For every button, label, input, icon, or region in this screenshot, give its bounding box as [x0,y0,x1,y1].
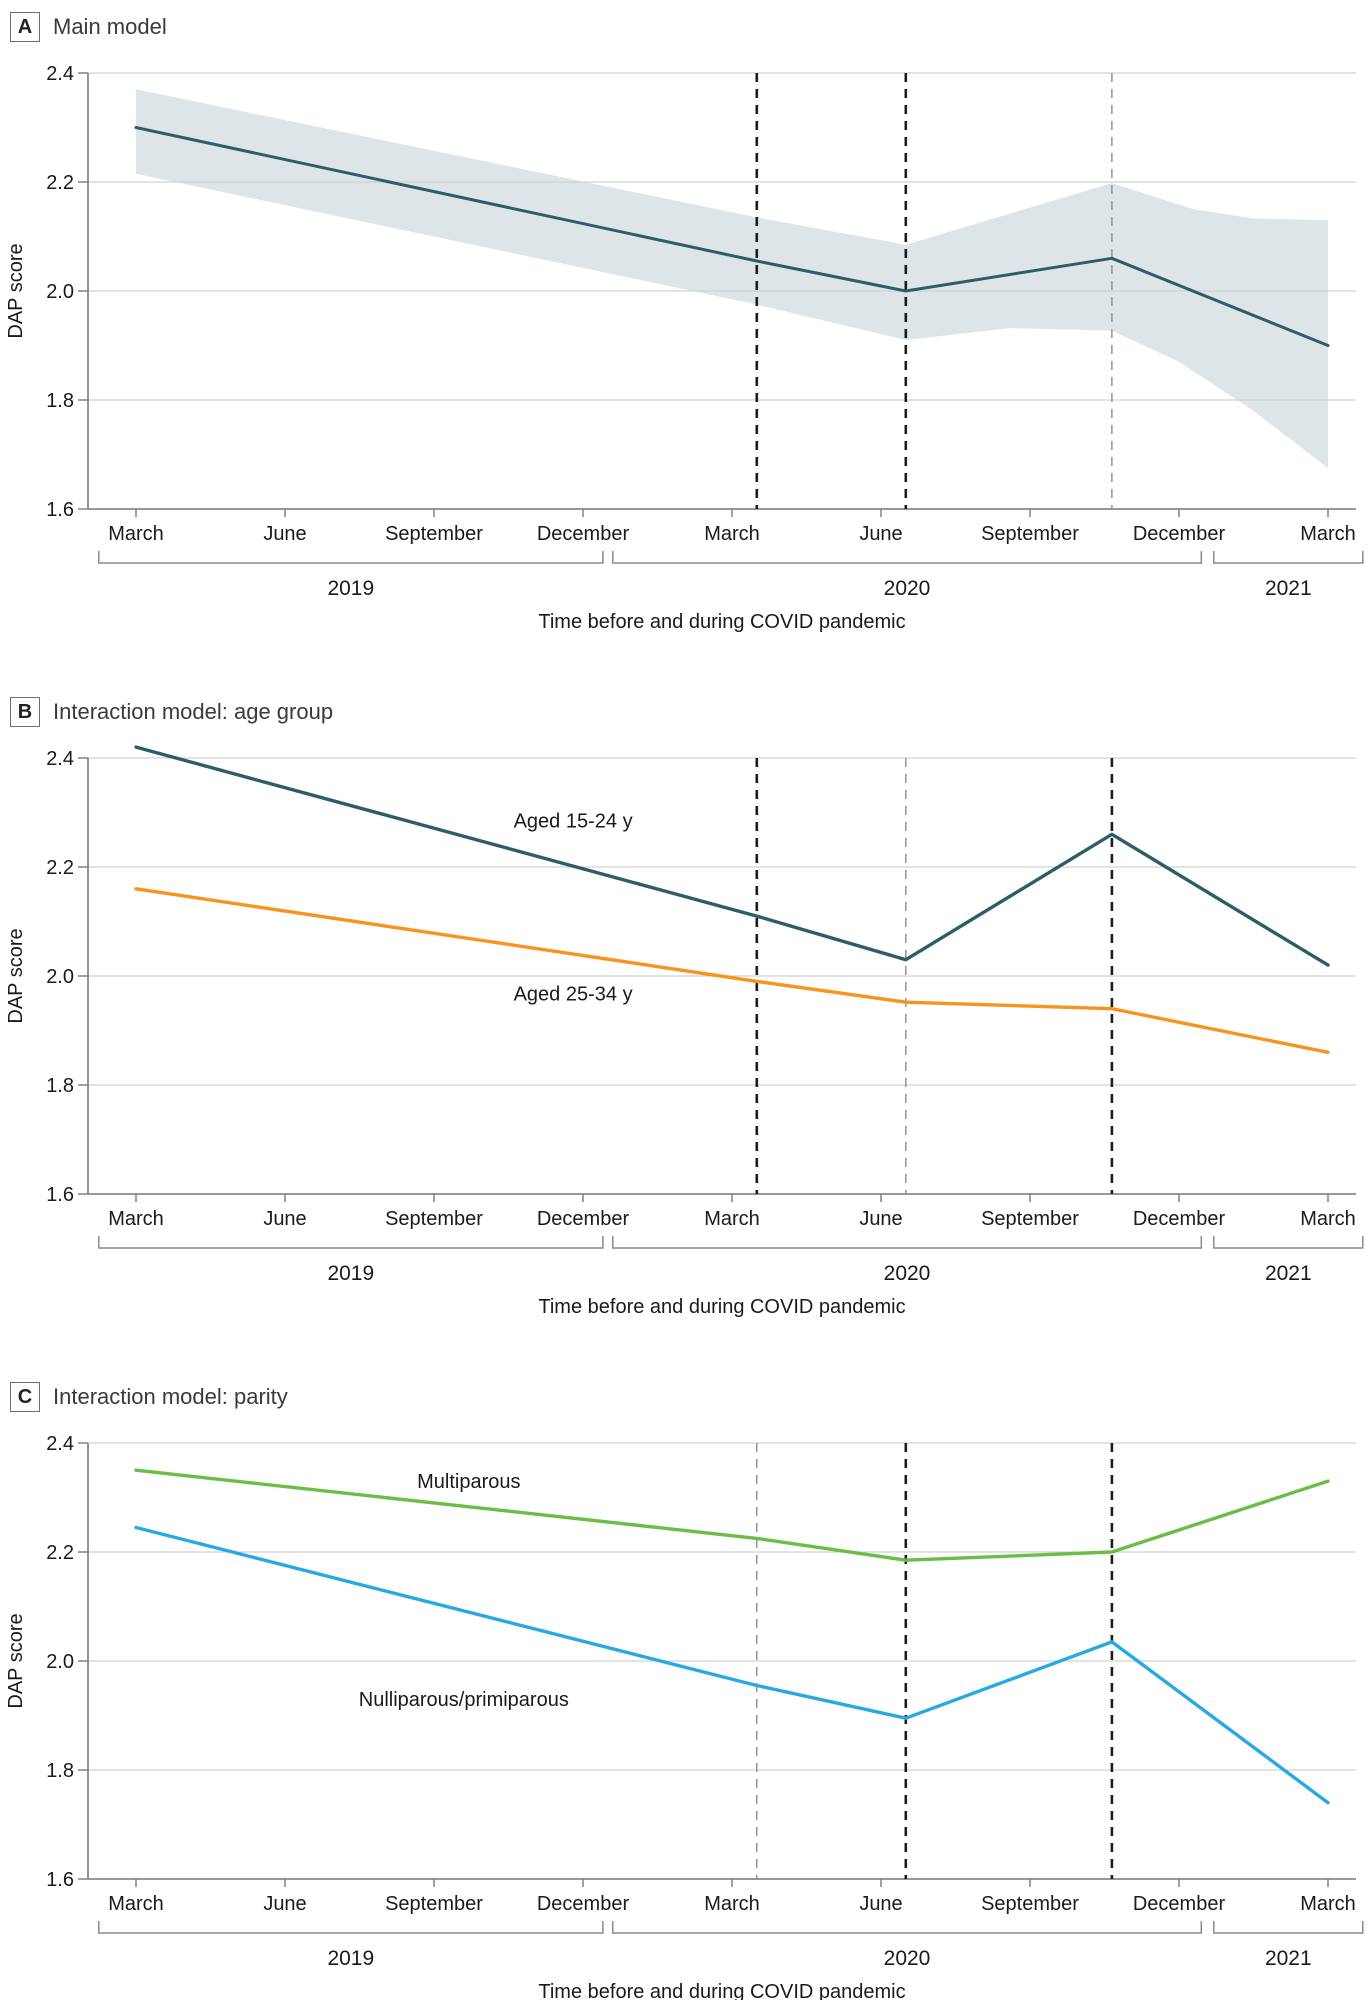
x-tick-label: September [981,523,1079,545]
x-tick-label: March [108,1893,164,1915]
x-tick-label: June [263,523,306,545]
year-label: 2021 [1265,1262,1312,1285]
chart-interaction-parity: 2.4 2.2 2.0 1.8 1.6 March June September Decembe… [5,1433,1364,2000]
x-tick-label: June [263,1208,306,1230]
x-tick-label: March [1300,1208,1356,1230]
year-bracket [612,1921,1203,1934]
x-axis-title: Time before and during COVID pandemic [538,611,905,633]
year-bracket [612,1236,1203,1249]
panel-title-text: Interaction model: parity [53,1383,288,1409]
series-line [134,1525,1330,1805]
x-axis-title: Time before and during COVID pandemic [538,1981,905,2000]
y-tick-label: 1.8 [46,1075,74,1097]
panel-title-text: Interaction model: age group [53,698,334,724]
year-bracket [98,551,604,564]
x-tick-label: September [385,1893,483,1915]
y-tick-label: 2.0 [46,1651,74,1673]
y-tick-label: 2.4 [46,748,74,770]
year-label: 2020 [884,1947,931,1970]
year-label: 2021 [1265,577,1312,600]
x-tick-label: December [1133,523,1226,545]
ci-band [136,89,1328,469]
year-label: 2019 [327,577,374,600]
y-tick-label: 2.4 [46,1433,74,1455]
year-label: 2020 [884,1262,931,1285]
x-tick-label: March [704,1893,760,1915]
x-tick-label: September [385,523,483,545]
series-label: Nulliparous/primiparous [359,1689,569,1711]
x-tick-label: March [108,523,164,545]
x-tick-label: December [1133,1208,1226,1230]
series-line [134,126,1330,347]
x-tick-label: December [537,523,630,545]
year-bracket [1213,551,1364,564]
y-tick-label: 2.0 [46,966,74,988]
year-label: 2019 [327,1262,374,1285]
year-label: 2021 [1265,1947,1312,1970]
x-tick-label: March [1300,1893,1356,1915]
panel-letter-badge: A [10,11,40,42]
year-label: 2020 [884,577,931,600]
x-tick-label: September [385,1208,483,1230]
series-line [134,745,1330,967]
y-axis-title: DAP score [5,928,27,1023]
panel-title-text: Main model [53,13,167,39]
panel-main-model: A Main model 2.4 2.2 2.0 1.8 1.6 March June Sep… [0,0,1368,685]
chart-interaction-age-group: 2.4 2.2 2.0 1.8 1.6 March June September Decembe… [5,745,1364,1318]
series-line [134,1468,1330,1562]
x-tick-label: September [981,1893,1079,1915]
x-tick-label: June [859,1893,902,1915]
panel-title: A Main model [0,0,1368,46]
x-tick-label: March [108,1208,164,1230]
x-tick-label: June [859,1208,902,1230]
x-tick-label: December [537,1208,630,1230]
series-line [134,887,1330,1054]
y-tick-label: 2.4 [46,63,74,85]
x-tick-label: September [981,1208,1079,1230]
y-axis-title: DAP score [5,1613,27,1708]
year-bracket [1213,1236,1364,1249]
panel-title: C Interaction model: parity [0,1370,1368,1416]
panel-interaction-parity: C Interaction model: parity 2.4 2.2 2.0 1.8… [0,1370,1368,2000]
x-tick-label: March [1300,523,1356,545]
y-tick-label: 2.2 [46,857,74,879]
year-bracket [612,551,1203,564]
x-axis-title: Time before and during COVID pandemic [538,1296,905,1318]
panel-letter-badge: B [10,696,40,727]
y-tick-label: 1.6 [46,499,74,521]
year-label: 2019 [327,1947,374,1970]
y-tick-label: 1.6 [46,1184,74,1206]
x-tick-label: December [1133,1893,1226,1915]
y-tick-label: 1.6 [46,1869,74,1891]
x-tick-label: June [263,1893,306,1915]
panel-interaction-age-group: B Interaction model: age group 2.4 2.2 2.0… [0,685,1368,1370]
y-axis-title: DAP score [5,243,27,338]
y-tick-label: 1.8 [46,390,74,412]
y-tick-label: 2.0 [46,281,74,303]
year-bracket [98,1921,604,1934]
y-tick-label: 2.2 [46,1542,74,1564]
y-tick-label: 1.8 [46,1760,74,1782]
panel-letter-badge: C [10,1381,40,1412]
x-tick-label: March [704,1208,760,1230]
y-tick-label: 2.2 [46,172,74,194]
year-bracket [1213,1921,1364,1934]
x-tick-label: December [537,1893,630,1915]
chart-main-model: 2.4 2.2 2.0 1.8 1.6 March June September Decembe… [5,63,1364,633]
series-label: Multiparous [417,1471,520,1493]
x-tick-label: March [704,523,760,545]
x-tick-label: June [859,523,902,545]
year-bracket [98,1236,604,1249]
series-label: Aged 25-34 y [514,983,633,1005]
panel-title: B Interaction model: age group [0,685,1368,731]
series-label: Aged 15-24 y [514,811,633,833]
